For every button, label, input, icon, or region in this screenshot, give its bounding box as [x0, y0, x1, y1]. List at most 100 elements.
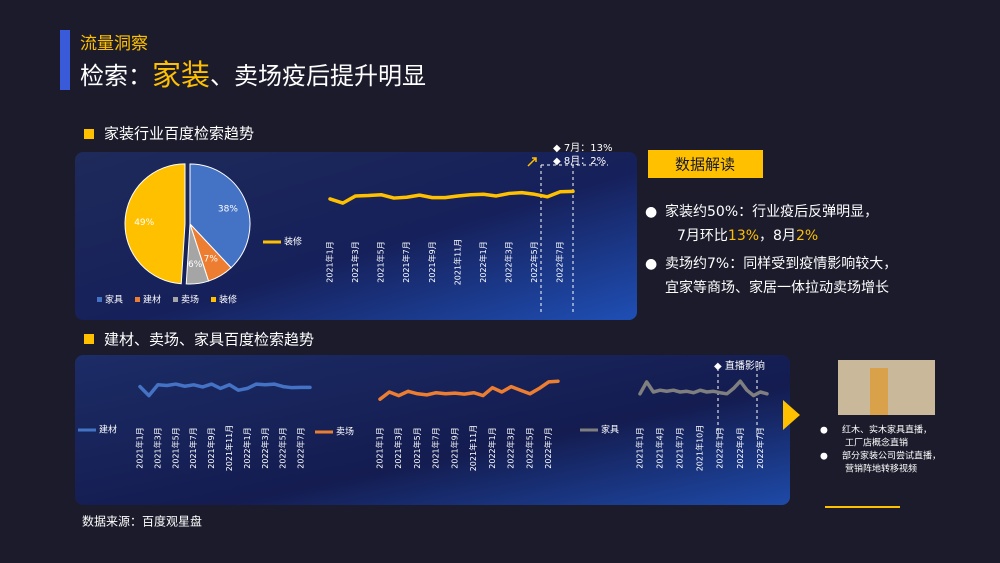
x-tick-label: 2022年7月 — [543, 427, 553, 468]
annotation-text: 直播影响 — [725, 359, 765, 372]
x-tick-label: 2021年7月 — [401, 241, 411, 282]
legend-label: 卖场 — [336, 427, 354, 438]
legend-label: 卖场 — [181, 295, 199, 306]
trend-icon — [527, 157, 537, 167]
slice-label: 49% — [134, 218, 154, 228]
legend-swatch — [135, 297, 140, 302]
insight-line: 家装约50%：行业疫后反弹明显， — [665, 203, 878, 220]
x-tick-label: 2021年9月 — [427, 241, 437, 282]
x-tick-label: 2022年5月 — [278, 427, 288, 468]
title-part: 检索： — [80, 62, 152, 90]
bullet-dot: ● — [820, 452, 828, 462]
x-tick-label: 2021年4月 — [655, 427, 665, 468]
insight-tag — [648, 150, 763, 178]
x-tick-label: 2022年3月 — [504, 241, 514, 282]
section-tag: 流量洞察 — [80, 34, 148, 54]
x-tick-label: 2022年7月 — [555, 241, 565, 282]
x-tick-label: 2021年7月 — [431, 427, 441, 468]
x-tick-label: 2021年11月 — [224, 425, 234, 472]
x-tick-label: 2022年1月 — [487, 427, 497, 468]
bullet — [84, 129, 94, 139]
pie-slice — [185, 223, 210, 285]
x-tick-label: 2021年10月 — [695, 425, 705, 472]
legend-swatch — [173, 297, 178, 302]
series-line — [138, 382, 312, 398]
pie-slice — [189, 163, 251, 269]
series-line — [328, 189, 575, 205]
x-tick-label: 2021年1月 — [135, 427, 145, 468]
x-tick-label: 2022年3月 — [260, 427, 270, 468]
x-tick-label: 2021年3月 — [152, 427, 162, 468]
legend-label: 装修 — [219, 294, 237, 306]
text: 宜家等商场、家居一体拉动卖场增长 — [665, 279, 889, 296]
x-tick-label: 2021年9月 — [449, 427, 459, 468]
annotation: ◆ 直播影响 — [714, 359, 765, 372]
x-tick-label: 2021年7月 — [675, 427, 685, 468]
x-tick-label: 2022年7月 — [755, 427, 765, 468]
text: 卖场约7%：同样受到疫情影响较大， — [665, 256, 897, 272]
insights: ● 家装约50%：行业疫后反弹明显， 7月环比13%，8月2% ● 卖场约7%：… — [645, 203, 897, 296]
text: 家装约50%：行业疫后反弹明显， — [665, 203, 878, 220]
text: 7月环比 — [677, 228, 728, 244]
source: 数据来源：百度观星盘 — [82, 514, 202, 529]
bullet-dot: ● — [820, 426, 828, 436]
x-tick-label: 2022年5月 — [529, 241, 539, 282]
x-tick-label: 2021年1月 — [635, 427, 645, 468]
insight-line: 7月环比13%，8月2% — [677, 228, 818, 244]
annotation: ◆ 7月：13% — [553, 142, 612, 154]
accent-bar — [60, 30, 70, 90]
x-tick-label: 2022年4月 — [735, 427, 745, 468]
x-tick-label: 2022年1月 — [715, 427, 725, 468]
legend-swatch — [211, 297, 216, 302]
insight-line: 宜家等商场、家居一体拉动卖场增长 — [665, 279, 889, 296]
pie-slice — [124, 163, 186, 285]
highlight: 2% — [796, 228, 818, 244]
highlight: 13% — [728, 228, 759, 244]
x-tick-label: 2021年1月 — [375, 427, 385, 468]
photo-figure — [870, 368, 888, 415]
x-tick-label: 2022年1月 — [478, 241, 488, 282]
x-tick-label: 2021年5月 — [170, 427, 180, 468]
insight-title: 数据解读 — [675, 156, 735, 174]
x-tick-label: 2021年11月 — [468, 425, 478, 472]
legend-label: 建材 — [99, 424, 117, 436]
title-part: 、卖场疫后提升明显 — [210, 62, 426, 90]
note-line: 工厂店概念直销 — [845, 437, 908, 449]
title-highlight: 家装 — [152, 58, 210, 92]
x-tick-label: 2022年5月 — [524, 427, 534, 468]
side-notes: ● 红木、实木家具直播， 工厂店概念直销 ● 部分家装公司尝试直播， 营销阵地转… — [820, 424, 941, 475]
x-tick-label: 2021年3月 — [350, 241, 360, 282]
slice-label: 7% — [204, 255, 219, 265]
bullet-dot: ● — [645, 204, 657, 220]
annotation-text: 8月：2% — [564, 155, 606, 167]
text: ，8月 — [759, 228, 796, 244]
series-line — [638, 379, 769, 398]
x-tick-label: 2021年1月 — [325, 241, 335, 282]
slide-title: 检索：家装、卖场疫后提升明显 — [80, 58, 426, 92]
series-line — [378, 379, 560, 401]
legend-label: 装修 — [284, 236, 302, 248]
annotation-text: 7月：13% — [564, 142, 613, 154]
x-tick-label: 2021年3月 — [393, 427, 403, 468]
arrow — [783, 400, 800, 430]
x-tick-label: 2022年7月 — [296, 427, 306, 468]
x-tick-label: 2021年9月 — [206, 427, 216, 468]
x-tick-label: 2021年5月 — [376, 241, 386, 282]
section-heading: 建材、卖场、家具百度检索趋势 — [104, 331, 314, 349]
legend-label: 家具 — [105, 294, 123, 306]
bullet — [84, 334, 94, 344]
section-heading: 家装行业百度检索趋势 — [104, 125, 254, 143]
slice-label: 6% — [188, 260, 203, 270]
annotation: ◆ 8月：2% — [553, 155, 606, 167]
slice-label: 38% — [218, 204, 238, 214]
legend-label: 家具 — [601, 424, 619, 436]
panel — [75, 355, 790, 505]
x-tick-label: 2021年11月 — [452, 239, 462, 286]
x-tick-label: 2021年5月 — [412, 427, 422, 468]
insight-line: 卖场约7%：同样受到疫情影响较大， — [665, 256, 897, 272]
note-line: 部分家装公司尝试直播， — [842, 450, 941, 462]
bullet-dot: ● — [645, 256, 657, 272]
x-tick-label: 2021年7月 — [188, 427, 198, 468]
legend-label: 建材 — [143, 294, 161, 306]
